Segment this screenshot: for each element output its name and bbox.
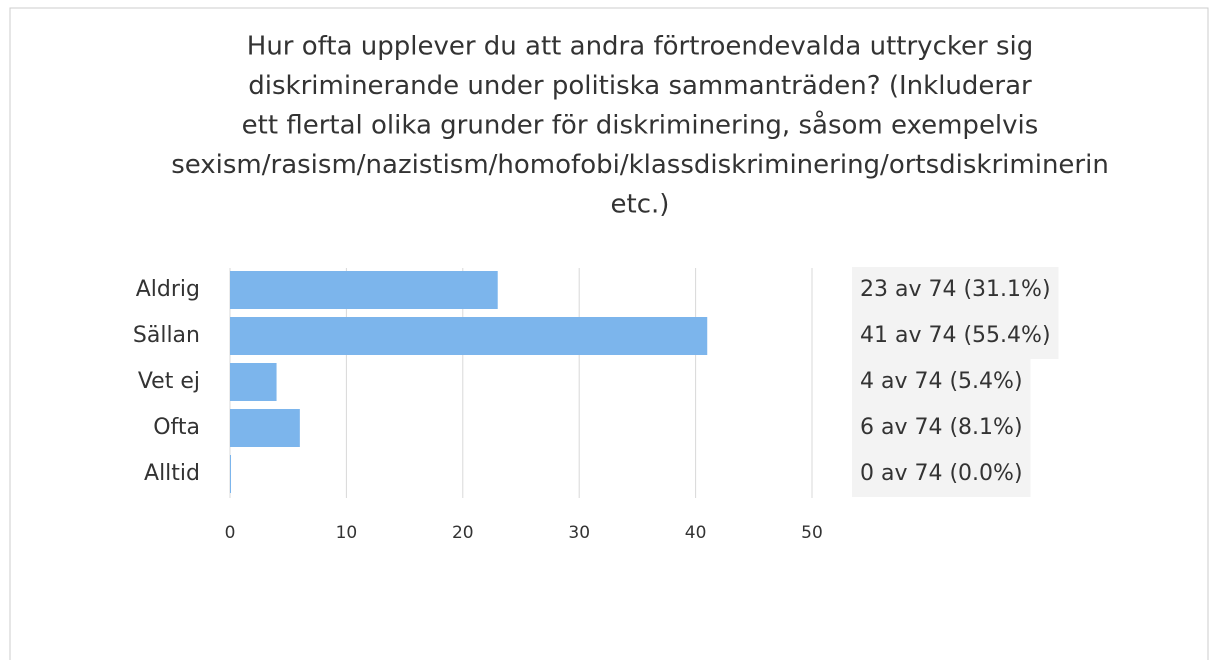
x-tick-label: 30 (568, 523, 590, 543)
bar (230, 317, 708, 355)
value-label-bg (852, 267, 1059, 313)
chart-title: Hur ofta upplever du att andra förtroend… (247, 32, 1033, 62)
bar (230, 455, 231, 493)
value-label: 0 av 74 (0.0%) (860, 461, 1023, 486)
chart-title: diskriminerande under politiska sammantr… (248, 71, 1032, 101)
y-tick-label: Ofta (153, 415, 200, 440)
value-label: 6 av 74 (8.1%) (860, 415, 1023, 440)
y-tick-label: Vet ej (138, 369, 200, 394)
bar (230, 271, 498, 309)
y-tick-label: Aldrig (136, 277, 200, 302)
chart-title: etc.) (611, 190, 670, 220)
x-tick-label: 40 (685, 523, 707, 543)
value-label-bg (852, 313, 1059, 359)
chart-title: ett flertal olika grunder för diskrimine… (242, 110, 1039, 141)
bar (230, 409, 300, 447)
value-label: 41 av 74 (55.4%) (860, 323, 1051, 348)
value-label-bg (852, 405, 1031, 451)
x-tick-label: 50 (801, 523, 823, 543)
value-label: 4 av 74 (5.4%) (860, 369, 1023, 394)
chart-title: sexism/rasism/nazistism/homofobi/klassdi… (171, 150, 1109, 180)
value-label-bg (852, 359, 1031, 405)
bar (230, 363, 277, 401)
y-tick-label: Sällan (133, 323, 200, 348)
y-tick-label: Alltid (144, 461, 200, 486)
value-label-bg (852, 451, 1031, 497)
x-tick-label: 20 (452, 523, 474, 543)
x-tick-label: 0 (225, 523, 236, 543)
x-tick-label: 10 (336, 523, 358, 543)
value-label: 23 av 74 (31.1%) (860, 277, 1051, 302)
